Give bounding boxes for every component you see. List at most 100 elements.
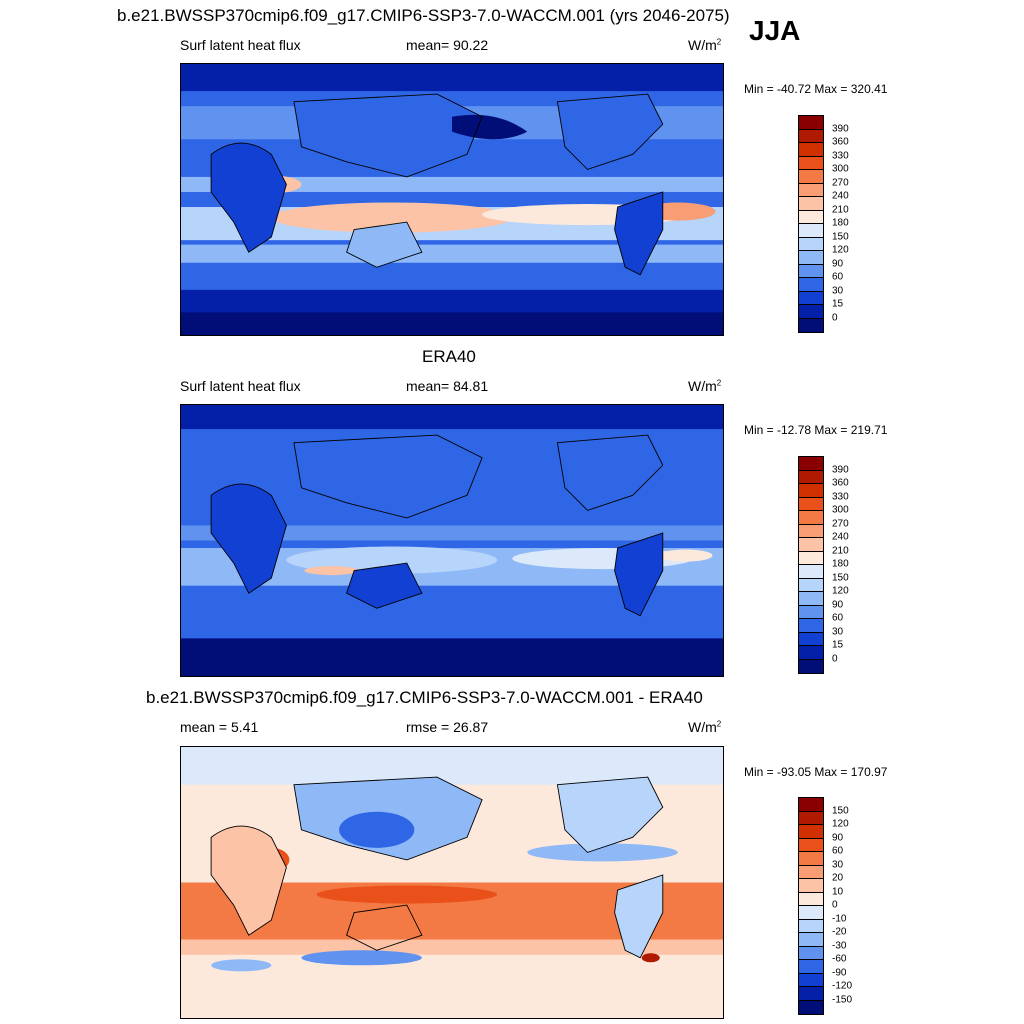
panel1-title: b.e21.BWSSP370cmip6.f09_g17.CMIP6-SSP3-7… xyxy=(117,6,730,25)
colorbar-swatch xyxy=(799,892,823,906)
colorbar-tick-label: 240 xyxy=(832,531,849,543)
colorbar-swatch xyxy=(799,116,823,130)
panel2-mean-label: mean= 84.81 xyxy=(406,378,489,394)
colorbar-swatch xyxy=(799,278,823,292)
colorbar-tick-label: 60 xyxy=(832,271,844,283)
colorbar-swatch xyxy=(799,538,823,552)
colorbar-swatch xyxy=(799,143,823,157)
colorbar-swatch xyxy=(799,946,823,960)
colorbar-swatch xyxy=(799,1000,823,1014)
colorbar-swatch xyxy=(799,987,823,1001)
panel1-map xyxy=(180,63,724,336)
panel3-minmax: Min = -93.05 Max = 170.97 xyxy=(744,765,888,779)
colorbar-tick-label: 60 xyxy=(832,845,844,857)
colorbar-swatch xyxy=(799,197,823,211)
panel2-colorbar xyxy=(798,456,824,674)
colorbar-swatch xyxy=(799,852,823,866)
colorbar-swatch xyxy=(799,632,823,646)
colorbar-tick-label: 390 xyxy=(832,123,849,134)
colorbar-tick-label: 270 xyxy=(832,177,849,188)
colorbar-swatch xyxy=(799,825,823,839)
colorbar-tick-label: 180 xyxy=(832,217,849,229)
colorbar-swatch xyxy=(799,605,823,619)
colorbar-swatch xyxy=(799,578,823,592)
colorbar-swatch xyxy=(799,865,823,879)
colorbar-tick-label: 360 xyxy=(832,136,849,148)
colorbar-swatch xyxy=(799,305,823,319)
colorbar-tick-label: -150 xyxy=(832,994,853,1005)
colorbar-tick-label: 10 xyxy=(832,886,844,897)
panel1-minmax: Min = -40.72 Max = 320.41 xyxy=(744,82,888,96)
colorbar-swatch xyxy=(799,973,823,987)
colorbar-tick-label: 300 xyxy=(832,504,849,516)
colorbar-swatch xyxy=(799,551,823,565)
colorbar-tick-label: -30 xyxy=(832,940,847,951)
colorbar-tick-label: 360 xyxy=(832,477,849,489)
colorbar-swatch xyxy=(799,811,823,825)
colorbar-swatch xyxy=(799,264,823,278)
panel2-units: W/m2 xyxy=(688,378,722,394)
colorbar-swatch xyxy=(799,919,823,933)
colorbar-tick-label: 120 xyxy=(832,244,849,256)
colorbar-tick-label: -90 xyxy=(832,967,847,978)
colorbar-tick-label: 390 xyxy=(832,464,849,475)
colorbar-tick-label: 240 xyxy=(832,190,849,202)
colorbar-tick-label: 180 xyxy=(832,558,849,570)
panel2-map xyxy=(180,404,724,677)
colorbar-swatch xyxy=(799,960,823,974)
colorbar-swatch xyxy=(799,592,823,606)
colorbar-swatch xyxy=(799,879,823,893)
colorbar-swatch xyxy=(799,511,823,525)
panel1-units: W/m2 xyxy=(688,37,722,53)
panel3-rmse-label: rmse = 26.87 xyxy=(406,719,489,735)
colorbar-swatch xyxy=(799,838,823,852)
panel1-colorbar xyxy=(798,115,824,333)
colorbar-tick-label: 90 xyxy=(832,599,844,610)
colorbar-tick-label: 30 xyxy=(832,285,844,296)
colorbar-swatch xyxy=(799,251,823,265)
colorbar-tick-label: 90 xyxy=(832,832,844,843)
colorbar-tick-label: 150 xyxy=(832,572,849,583)
colorbar-swatch xyxy=(799,619,823,633)
colorbar-swatch xyxy=(799,129,823,143)
season-label: JJA xyxy=(749,15,801,46)
panel3-map xyxy=(180,746,724,1019)
colorbar-tick-label: -120 xyxy=(832,980,853,992)
colorbar-swatch xyxy=(799,906,823,920)
colorbar-tick-label: 60 xyxy=(832,612,844,624)
colorbar-swatch xyxy=(799,484,823,498)
colorbar-swatch xyxy=(799,497,823,511)
colorbar-swatch xyxy=(799,470,823,484)
panel2-variable-label: Surf latent heat flux xyxy=(180,378,301,394)
colorbar-tick-label: 0 xyxy=(832,653,838,664)
colorbar-tick-label: 30 xyxy=(832,626,844,637)
panel1-mean-label: mean= 90.22 xyxy=(406,37,489,53)
colorbar-swatch xyxy=(799,798,823,812)
colorbar-tick-label: 120 xyxy=(832,585,849,597)
colorbar-swatch xyxy=(799,224,823,238)
colorbar-tick-label: 120 xyxy=(832,818,849,830)
colorbar-swatch xyxy=(799,659,823,673)
colorbar-tick-label: 270 xyxy=(832,518,849,529)
panel1-variable-label: Surf latent heat flux xyxy=(180,37,301,53)
colorbar-tick-label: 210 xyxy=(832,204,849,215)
panel3-units: W/m2 xyxy=(688,719,722,735)
colorbar-swatch xyxy=(799,524,823,538)
colorbar-tick-label: 90 xyxy=(832,258,844,269)
panel2-minmax: Min = -12.78 Max = 219.71 xyxy=(744,423,888,437)
colorbar-tick-label: -20 xyxy=(832,926,847,938)
colorbar-tick-label: 330 xyxy=(832,150,849,161)
colorbar-swatch xyxy=(799,457,823,471)
panel3-title: b.e21.BWSSP370cmip6.f09_g17.CMIP6-SSP3-7… xyxy=(146,688,703,707)
colorbar-tick-label: 0 xyxy=(832,899,838,911)
panel2-title: ERA40 xyxy=(422,347,476,366)
colorbar-tick-label: 0 xyxy=(832,312,838,323)
colorbar-swatch xyxy=(799,237,823,251)
colorbar-swatch xyxy=(799,210,823,224)
colorbar-swatch xyxy=(799,183,823,197)
colorbar-tick-label: -60 xyxy=(832,953,847,965)
colorbar-tick-label: 330 xyxy=(832,491,849,502)
colorbar-tick-label: 210 xyxy=(832,545,849,556)
colorbar-swatch xyxy=(799,291,823,305)
colorbar-swatch xyxy=(799,565,823,579)
